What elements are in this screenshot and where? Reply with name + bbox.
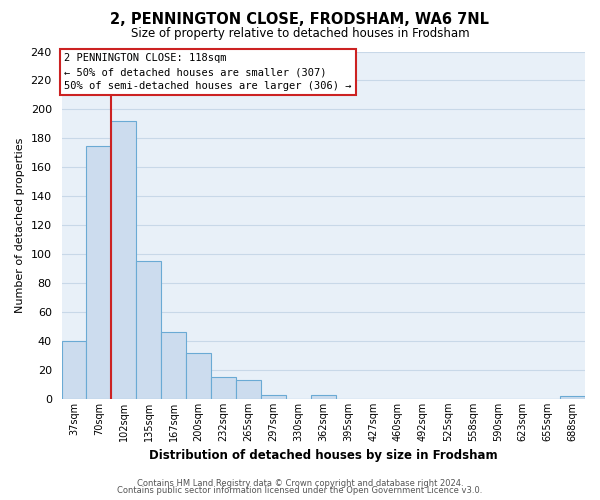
Text: 2, PENNINGTON CLOSE, FRODSHAM, WA6 7NL: 2, PENNINGTON CLOSE, FRODSHAM, WA6 7NL — [110, 12, 490, 28]
Bar — [136, 262, 161, 399]
Bar — [112, 121, 136, 399]
Bar — [311, 394, 336, 399]
Text: Contains public sector information licensed under the Open Government Licence v3: Contains public sector information licen… — [118, 486, 482, 495]
Bar — [62, 341, 86, 399]
Y-axis label: Number of detached properties: Number of detached properties — [15, 138, 25, 313]
Bar — [560, 396, 585, 399]
Bar — [261, 394, 286, 399]
X-axis label: Distribution of detached houses by size in Frodsham: Distribution of detached houses by size … — [149, 450, 497, 462]
Text: Size of property relative to detached houses in Frodsham: Size of property relative to detached ho… — [131, 28, 469, 40]
Bar — [86, 146, 112, 399]
Bar — [161, 332, 186, 399]
Bar — [236, 380, 261, 399]
Text: Contains HM Land Registry data © Crown copyright and database right 2024.: Contains HM Land Registry data © Crown c… — [137, 478, 463, 488]
Bar — [186, 352, 211, 399]
Bar — [211, 377, 236, 399]
Text: 2 PENNINGTON CLOSE: 118sqm
← 50% of detached houses are smaller (307)
50% of sem: 2 PENNINGTON CLOSE: 118sqm ← 50% of deta… — [64, 53, 352, 91]
